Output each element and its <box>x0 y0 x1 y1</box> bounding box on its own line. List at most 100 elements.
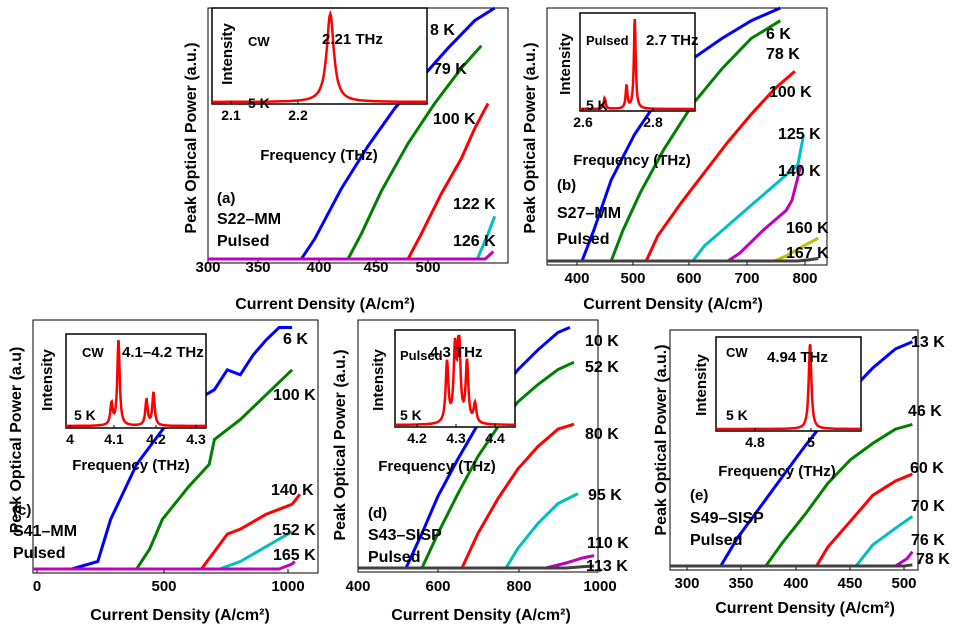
inset-frequency: 4.1–4.2 THz <box>122 344 204 361</box>
spectrum-line <box>716 343 861 431</box>
x-axis-label: Current Density (A/cm²) <box>715 600 895 617</box>
inset-spectrum: 4.8 5 CW 5 K 4.94 THz Intensity Frequency (THz… <box>693 336 862 480</box>
panel-a: 300 350 400 450 500 Current Density (A/cm²) Pe… <box>183 6 509 313</box>
panel-tag: (d) <box>368 505 387 522</box>
series-line <box>33 560 296 571</box>
inset-mode: CW <box>248 34 270 49</box>
series-line <box>358 422 575 570</box>
series-label: 13 K <box>911 334 945 351</box>
drive-mode: Pulsed <box>368 549 420 566</box>
inset-y-label: Intensity <box>693 354 710 416</box>
inset-frequency: 4.3 THz <box>430 344 483 361</box>
panel-tag: (e) <box>690 487 708 504</box>
series-line <box>358 360 575 570</box>
series-label: 76 K <box>911 532 945 549</box>
x-tick-label: 450 <box>363 259 388 276</box>
x-tick-label: 800 <box>506 578 531 595</box>
x-tick-label: 400 <box>306 259 331 276</box>
inset-frame <box>65 333 207 429</box>
inset-temperature: 5 K <box>400 407 422 423</box>
inset-mode: Pulsed <box>400 348 443 363</box>
inset-spectrum: 2.1 2.2 CW 5 K 2.21 THz Intensity Frequency (T… <box>211 7 428 164</box>
inset-spectrum: 4 4.1 4.2 4.3 CW 5 K 4.1–4.2 THz Intensity Frequ… <box>39 333 207 474</box>
series-label: 100 K <box>433 111 476 128</box>
inset-y-label: Intensity <box>39 349 56 411</box>
sample-name: S41–MM <box>13 523 77 540</box>
x-tick-label: 600 <box>425 578 450 595</box>
series-label: 100 K <box>273 387 316 404</box>
series-line <box>670 340 913 568</box>
inset-x-tick-label: 4.2 <box>407 430 427 446</box>
series-label: 100 K <box>769 84 812 101</box>
series-line <box>547 257 819 263</box>
inset-x-tick-label: 2.2 <box>288 107 308 123</box>
y-axis-label: Peak Optical Power (a.u) <box>8 347 25 534</box>
series-label: 79 K <box>433 61 467 78</box>
drive-mode: Pulsed <box>690 532 742 549</box>
inset-temperature: 5 K <box>726 407 748 423</box>
inset-x-tick-label: 4.2 <box>146 431 166 447</box>
inset-x-label: Frequency (THz) <box>378 458 496 475</box>
series-line <box>33 368 294 571</box>
x-axis-label: Current Density (A/cm²) <box>235 296 415 313</box>
plot-frame <box>357 319 599 573</box>
series-line <box>670 550 914 568</box>
x-tick-label: 800 <box>792 270 817 287</box>
series-label: 6 K <box>766 26 791 43</box>
sample-name: S22–MM <box>217 211 281 228</box>
x-axis-label: Current Density (A/cm²) <box>391 607 571 624</box>
x-tick-label: 500 <box>620 270 645 287</box>
x-axis-label: Current Density (A/cm²) <box>583 296 763 313</box>
x-tick-label: 500 <box>415 259 440 276</box>
series-label: 78 K <box>916 551 950 568</box>
inset-x-label: Frequency (THz) <box>72 457 190 474</box>
inset-x-tick-label: 4.4 <box>485 430 505 446</box>
inset-x-tick-label: 4 <box>66 431 74 447</box>
spectrum-line <box>66 339 206 428</box>
series-label: 8 K <box>430 22 455 39</box>
series-label: 140 K <box>778 163 821 180</box>
inset-x-tick-label: 5 <box>807 434 815 450</box>
x-tick-label: 0 <box>33 578 41 595</box>
x-tick-label: 400 <box>783 575 808 592</box>
series-label: 10 K <box>585 333 619 350</box>
series-label: 6 K <box>283 331 308 348</box>
drive-mode: Pulsed <box>13 545 65 562</box>
series-line <box>208 250 495 261</box>
x-tick-label: 400 <box>345 578 370 595</box>
y-axis-label: Peak Optical Power (a.u.) <box>522 42 539 233</box>
series-label: 52 K <box>585 359 619 376</box>
panel-b: 400 500 600 700 800 Current Density (A/cm²) Pe… <box>522 6 829 313</box>
x-axis-label: Current Density (A/cm²) <box>90 607 270 624</box>
drive-mode: Pulsed <box>557 231 609 248</box>
series-label: 122 K <box>453 196 496 213</box>
drive-mode: Pulsed <box>217 233 269 250</box>
x-tick-label: 500 <box>151 578 176 595</box>
x-tick-label: 300 <box>195 259 220 276</box>
series-label: 167 K <box>786 245 829 262</box>
series-label: 152 K <box>273 522 316 539</box>
sample-name: S27–MM <box>557 205 621 222</box>
inset-mode: CW <box>726 345 748 360</box>
inset-frequency: 2.7 THz <box>646 32 699 49</box>
series-label: 78 K <box>766 46 800 63</box>
inset-y-label: Intensity <box>557 33 574 95</box>
inset-x-tick-label: 4.3 <box>186 431 206 447</box>
x-tick-label: 300 <box>674 575 699 592</box>
series-line <box>670 563 913 568</box>
series-line <box>547 6 781 263</box>
panel-tag: (b) <box>557 177 576 194</box>
series-label: 125 K <box>778 126 821 143</box>
series-line <box>670 422 913 568</box>
series-label: 70 K <box>911 498 945 515</box>
x-tick-label: 350 <box>245 259 270 276</box>
x-tick-label: 600 <box>676 270 701 287</box>
spectrum-line <box>580 18 695 111</box>
y-axis-label: Peak Optical Power (a.u.) <box>653 344 670 535</box>
panel-e: 300 350 400 450 500 Current Density (A/cm²) Pe… <box>653 329 950 617</box>
y-axis-label: Peak Optical Power (a.u.) <box>183 42 200 233</box>
series-label: 110 K <box>587 535 629 552</box>
inset-mode: Pulsed <box>586 33 629 48</box>
inset-x-tick-label: 4.1 <box>104 431 124 447</box>
